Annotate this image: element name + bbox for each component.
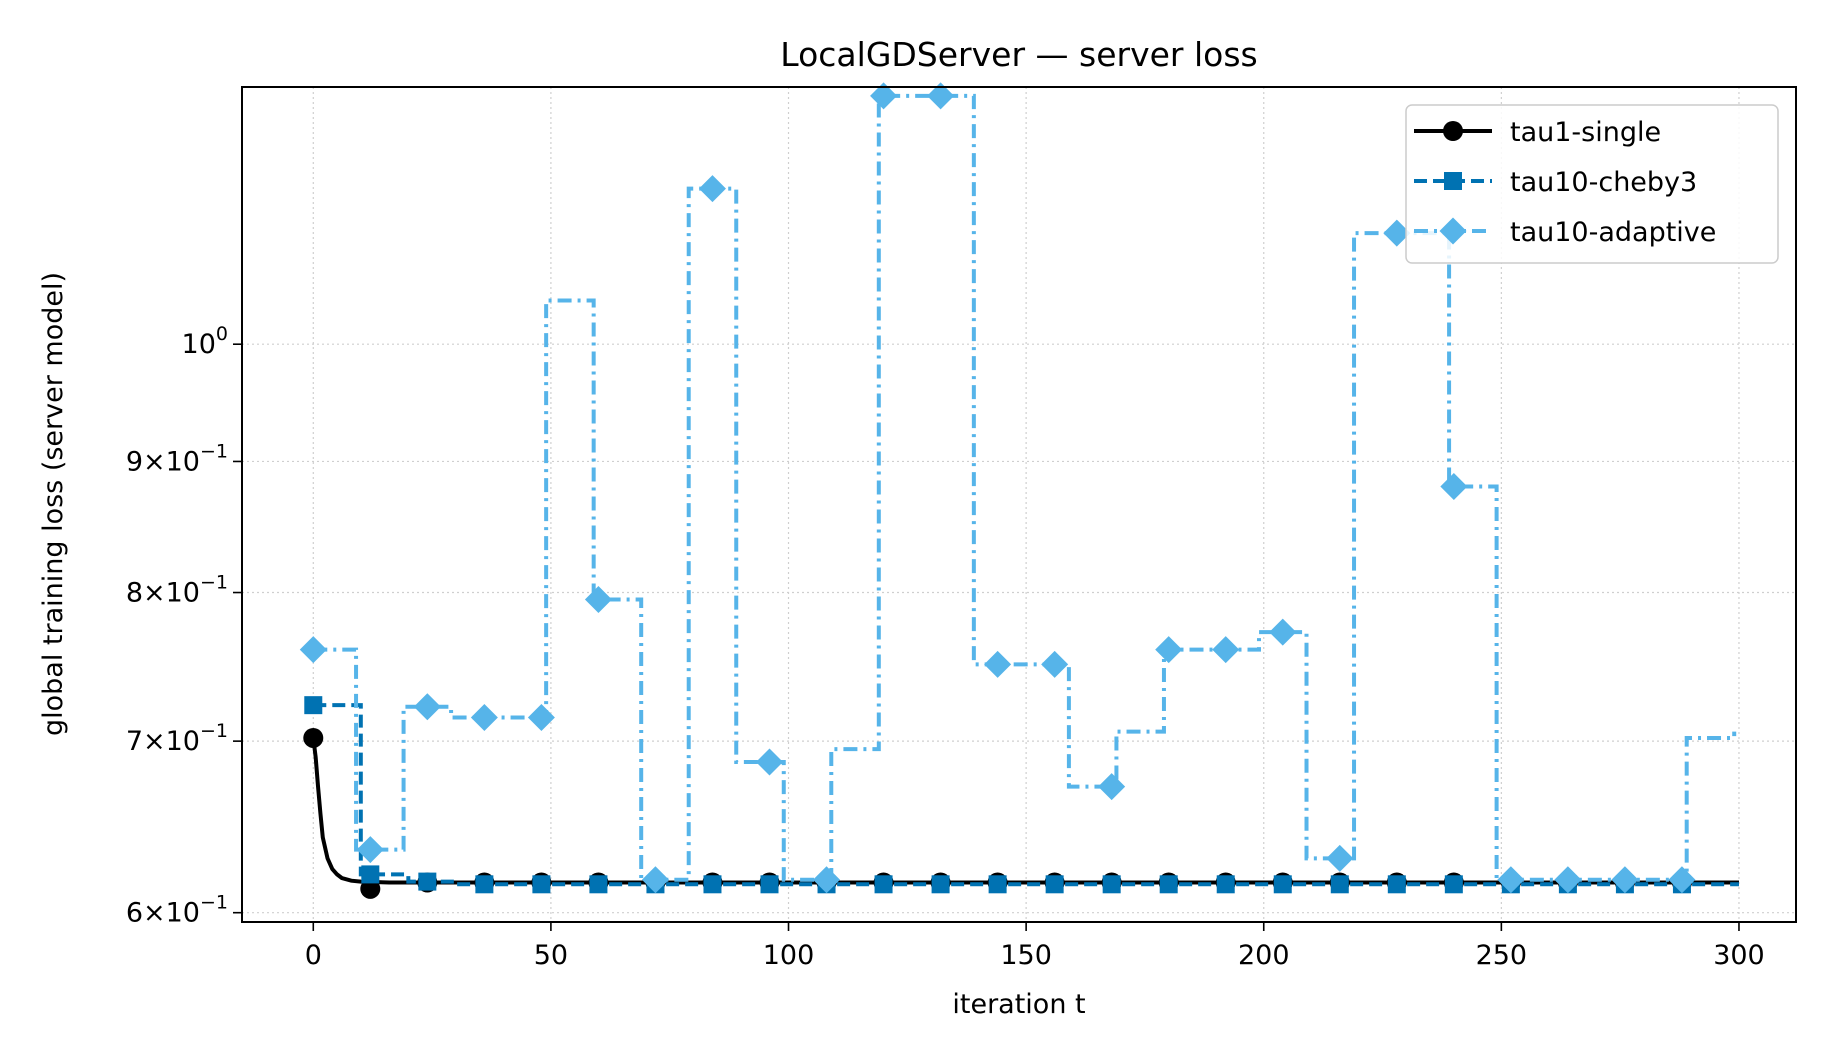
data-point	[1383, 219, 1411, 247]
data-point	[1387, 875, 1406, 894]
data-point	[470, 704, 498, 732]
data-point	[1554, 866, 1582, 894]
grid-lines	[242, 87, 1796, 922]
y-axis-ticks: 6×10−1 7×10−1 8×10−1 9×10−1 100	[126, 323, 242, 929]
data-point	[984, 650, 1012, 678]
data-point	[299, 636, 327, 664]
data-point	[589, 875, 608, 894]
series-tau10-adaptive	[299, 82, 1737, 894]
x-tick-label: 300	[1713, 940, 1765, 971]
data-point	[584, 586, 612, 614]
legend-label: tau1-single	[1510, 117, 1661, 148]
x-tick-label: 150	[1000, 940, 1052, 971]
data-point	[1668, 866, 1696, 894]
data-point	[360, 878, 381, 899]
data-point	[356, 836, 384, 864]
data-point	[1611, 866, 1639, 894]
data-point	[813, 866, 841, 894]
data-point	[303, 727, 324, 748]
legend-swatch-marker	[1439, 217, 1467, 245]
data-point	[988, 875, 1007, 894]
data-point	[532, 875, 551, 894]
legend-entry: tau10-cheby3	[1414, 167, 1697, 198]
data-point	[1326, 844, 1354, 872]
legend-entry: tau10-adaptive	[1414, 217, 1716, 248]
data-point	[1212, 636, 1240, 664]
data-point	[703, 875, 722, 894]
data-point	[1155, 636, 1183, 664]
legend-entry: tau1-single	[1414, 117, 1661, 148]
data-point	[1330, 875, 1349, 894]
data-point	[756, 748, 784, 776]
x-tick-label: 50	[534, 940, 568, 971]
series-line	[313, 703, 1739, 887]
data-point	[413, 693, 441, 721]
y-tick-label: 8×10−1	[126, 572, 228, 609]
chart-title: LocalGDServer — server loss	[780, 35, 1257, 74]
data-point	[1440, 472, 1468, 500]
legend-swatch-marker	[1444, 172, 1462, 190]
data-point	[527, 704, 555, 732]
data-point	[475, 875, 494, 894]
data-point	[698, 175, 726, 203]
data-point	[1041, 650, 1069, 678]
data-point	[1102, 875, 1121, 894]
x-tick-label: 200	[1238, 940, 1290, 971]
y-tick-label: 100	[182, 323, 228, 360]
data-point	[418, 872, 437, 891]
y-tick-label: 9×10−1	[126, 440, 228, 477]
x-tick-label: 100	[763, 940, 815, 971]
y-tick-label: 7×10−1	[126, 720, 228, 757]
data-point	[304, 696, 323, 715]
x-axis-ticks: 0 50 100 150 200 250 300	[305, 922, 1765, 971]
data-point	[641, 866, 669, 894]
data-point	[1497, 866, 1525, 894]
legend-label: tau10-adaptive	[1510, 217, 1716, 248]
data-point	[1098, 773, 1126, 801]
y-tick-label: 6×10−1	[126, 892, 228, 929]
data-point	[1045, 875, 1064, 894]
legend-swatch-marker	[1443, 121, 1463, 141]
data-point	[1159, 875, 1178, 894]
data-point	[1216, 875, 1235, 894]
x-tick-label: 250	[1476, 940, 1528, 971]
plot-frame	[241, 86, 1797, 923]
legend: tau1-single tau10-cheby3 tau10-adaptive	[1405, 104, 1779, 264]
legend-entries: tau1-single tau10-cheby3 tau10-adaptive	[1414, 117, 1716, 248]
data-point	[870, 82, 898, 110]
series-layer	[299, 82, 1739, 899]
data-point	[927, 82, 955, 110]
x-tick-label: 0	[305, 940, 322, 971]
data-point	[1269, 618, 1297, 646]
data-point	[1273, 875, 1292, 894]
legend-box	[1405, 104, 1779, 264]
data-point	[361, 865, 380, 884]
data-point	[931, 875, 950, 894]
data-point	[874, 875, 893, 894]
x-axis-label: iteration t	[952, 989, 1085, 1020]
y-axis-label: global training loss (server model)	[38, 272, 69, 736]
data-point	[1444, 875, 1463, 894]
legend-label: tau10-cheby3	[1510, 167, 1697, 198]
data-point	[760, 875, 779, 894]
